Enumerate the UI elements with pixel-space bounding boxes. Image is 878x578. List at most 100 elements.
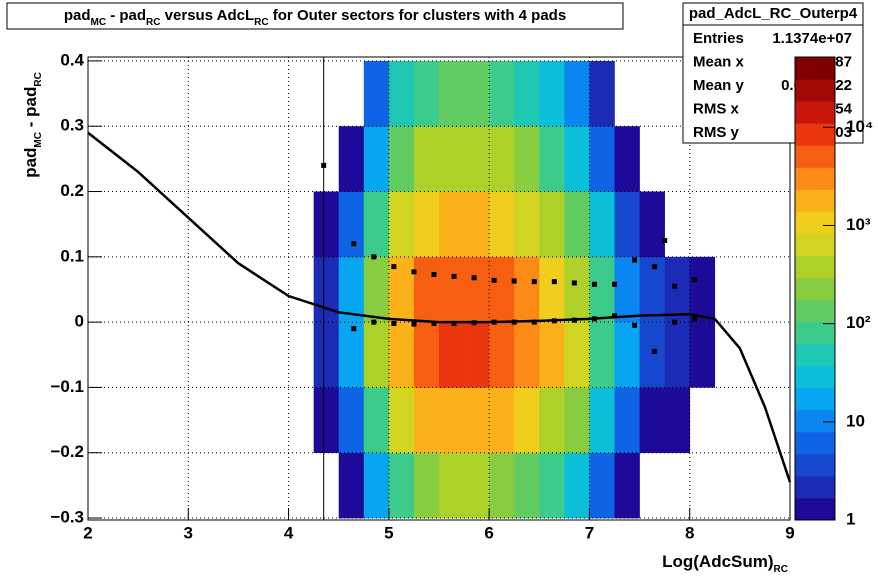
heatmap-cell xyxy=(388,60,415,127)
heatmap-cell xyxy=(338,256,365,323)
heatmap-cell xyxy=(363,322,390,388)
colorbar-band xyxy=(795,277,835,301)
heatmap-cell xyxy=(464,452,490,519)
profile-point xyxy=(411,269,417,275)
profile-point xyxy=(321,162,327,168)
z-tick-label: 1 xyxy=(846,509,855,528)
heatmap-cell xyxy=(363,60,390,127)
heatmap-cell xyxy=(564,322,590,388)
y-tick-label: −0.3 xyxy=(50,508,84,527)
heatmap-cell xyxy=(413,452,440,519)
heatmap-cell xyxy=(388,126,415,192)
x-tick-label: 2 xyxy=(83,523,92,542)
colorbar-band xyxy=(795,123,835,146)
stats-label: RMS x xyxy=(693,100,740,117)
profile-point xyxy=(391,264,397,270)
heatmap-cell xyxy=(539,387,565,454)
heatmap-cell xyxy=(363,452,390,519)
colorbar-band xyxy=(795,321,835,345)
heatmap-cell xyxy=(464,60,490,127)
x-tick-label: 7 xyxy=(585,523,594,542)
heatmap-cell xyxy=(439,387,465,454)
z-tick-label: 10³ xyxy=(846,215,871,234)
profile-point xyxy=(531,319,537,325)
profile-point xyxy=(531,279,537,285)
heatmap-cell xyxy=(489,387,515,454)
profile-point xyxy=(591,281,597,287)
heatmap-cell xyxy=(338,126,365,192)
text-part: pad xyxy=(64,7,91,24)
colorbar-band xyxy=(795,255,835,278)
y-tick-label: 0 xyxy=(75,312,84,331)
heatmap-cell xyxy=(363,126,390,192)
heatmap-cell xyxy=(338,387,365,454)
profile-point xyxy=(471,320,477,326)
profile-point xyxy=(692,316,698,322)
x-tick-label: 3 xyxy=(184,523,193,542)
y-tick-label: 0.2 xyxy=(60,181,84,200)
heatmap-cell xyxy=(489,256,515,323)
colorbar-band xyxy=(795,453,835,477)
profile-point xyxy=(351,241,357,247)
colorbar-band xyxy=(795,189,835,212)
subscript: RC xyxy=(146,17,160,28)
x-tick-label: 9 xyxy=(785,523,794,542)
heatmap-cell xyxy=(539,126,565,192)
heatmap-cell xyxy=(514,191,540,258)
heatmap-cell xyxy=(413,126,440,192)
colorbar-band xyxy=(795,431,835,455)
heatmap-cell xyxy=(489,452,515,519)
stats-label: Entries xyxy=(693,30,744,47)
profile-point xyxy=(431,320,437,326)
heatmap-cell xyxy=(439,452,465,519)
heatmap-cell xyxy=(313,256,340,323)
heatmap-cell xyxy=(413,387,440,454)
profile-point xyxy=(662,238,668,244)
heatmap-cell xyxy=(388,191,415,258)
profile-point xyxy=(511,278,517,284)
heatmap-cell xyxy=(564,191,590,258)
heatmap-cell xyxy=(664,256,691,323)
title-box xyxy=(6,2,624,30)
heatmap-cell xyxy=(589,452,615,519)
profile-point xyxy=(511,319,517,325)
plot-frame xyxy=(87,56,791,521)
heatmap-cell xyxy=(464,126,490,192)
heatmap-cell xyxy=(589,256,615,323)
x-tick-label: 8 xyxy=(685,523,694,542)
x-tick-label: 4 xyxy=(284,523,294,542)
heatmap-cell xyxy=(464,256,490,323)
colorbar-band xyxy=(795,167,835,190)
heatmap-cell xyxy=(388,452,415,519)
profile-point xyxy=(672,283,678,289)
heatmap-cell xyxy=(589,60,615,127)
colorbar-band xyxy=(795,409,835,433)
heatmap-cell xyxy=(363,256,390,323)
subscript: RC xyxy=(254,17,268,28)
heatmap-cell xyxy=(589,322,615,388)
profile-point xyxy=(632,257,638,263)
y-tick-label: −0.1 xyxy=(50,377,84,396)
heatmap-cell xyxy=(539,60,565,127)
profile-point xyxy=(571,317,577,323)
stats-title: pad_AdcL_RC_Outerp4 xyxy=(689,5,858,22)
profile-point xyxy=(471,275,477,281)
y-tick-label: 0.4 xyxy=(60,50,84,69)
heatmap-cell xyxy=(564,256,590,323)
heatmap-cell xyxy=(439,322,465,388)
heatmap-cell xyxy=(489,191,515,258)
profile-point xyxy=(491,277,497,283)
heatmap-cell xyxy=(388,322,415,388)
profile-point xyxy=(451,273,457,279)
profile-point xyxy=(591,316,597,322)
heatmap-cell xyxy=(313,191,340,258)
profile-point xyxy=(692,277,698,283)
profile-point xyxy=(451,320,457,326)
heatmap-cell xyxy=(514,387,540,454)
heatmap-cell xyxy=(413,322,440,388)
heatmap-cell xyxy=(439,126,465,192)
profile-point xyxy=(672,319,678,325)
text-part: - pad xyxy=(106,7,146,24)
heatmap-cell xyxy=(589,126,615,192)
heatmap-cell xyxy=(514,60,540,127)
